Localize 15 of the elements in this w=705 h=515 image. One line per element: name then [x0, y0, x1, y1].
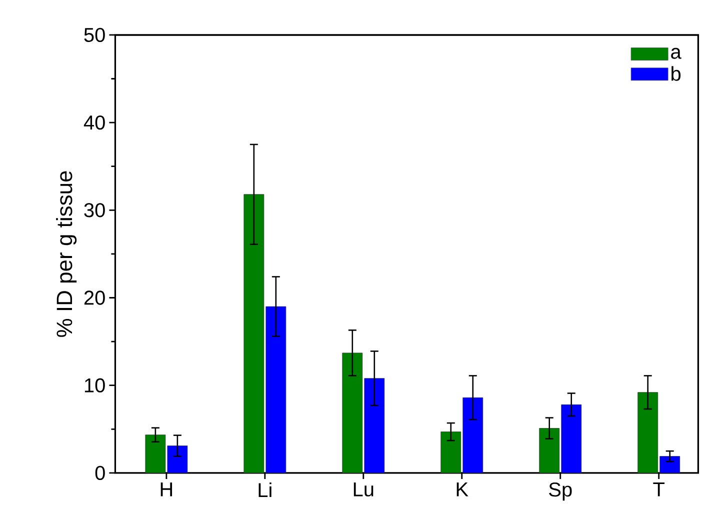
y-tick-label: 50: [84, 28, 105, 42]
legend-label: a: [671, 48, 682, 59]
x-tick-label: Lu: [354, 482, 374, 496]
y-axis-title: % ID per g tissue: [56, 171, 77, 337]
x-tick-label: H: [160, 482, 172, 496]
y-tick-label: 40: [84, 115, 105, 130]
x-tick-label: K: [456, 482, 468, 496]
y-tick-label: 10: [84, 378, 105, 392]
x-tick-label: Li: [258, 482, 272, 497]
x-tick-label: T: [653, 482, 664, 496]
y-tick-label: 20: [84, 290, 105, 305]
y-tick-label: 30: [84, 203, 105, 218]
legend-label: b: [672, 66, 681, 81]
x-tick-label: Sp: [549, 482, 572, 501]
y-tick-label: 0: [95, 466, 105, 480]
